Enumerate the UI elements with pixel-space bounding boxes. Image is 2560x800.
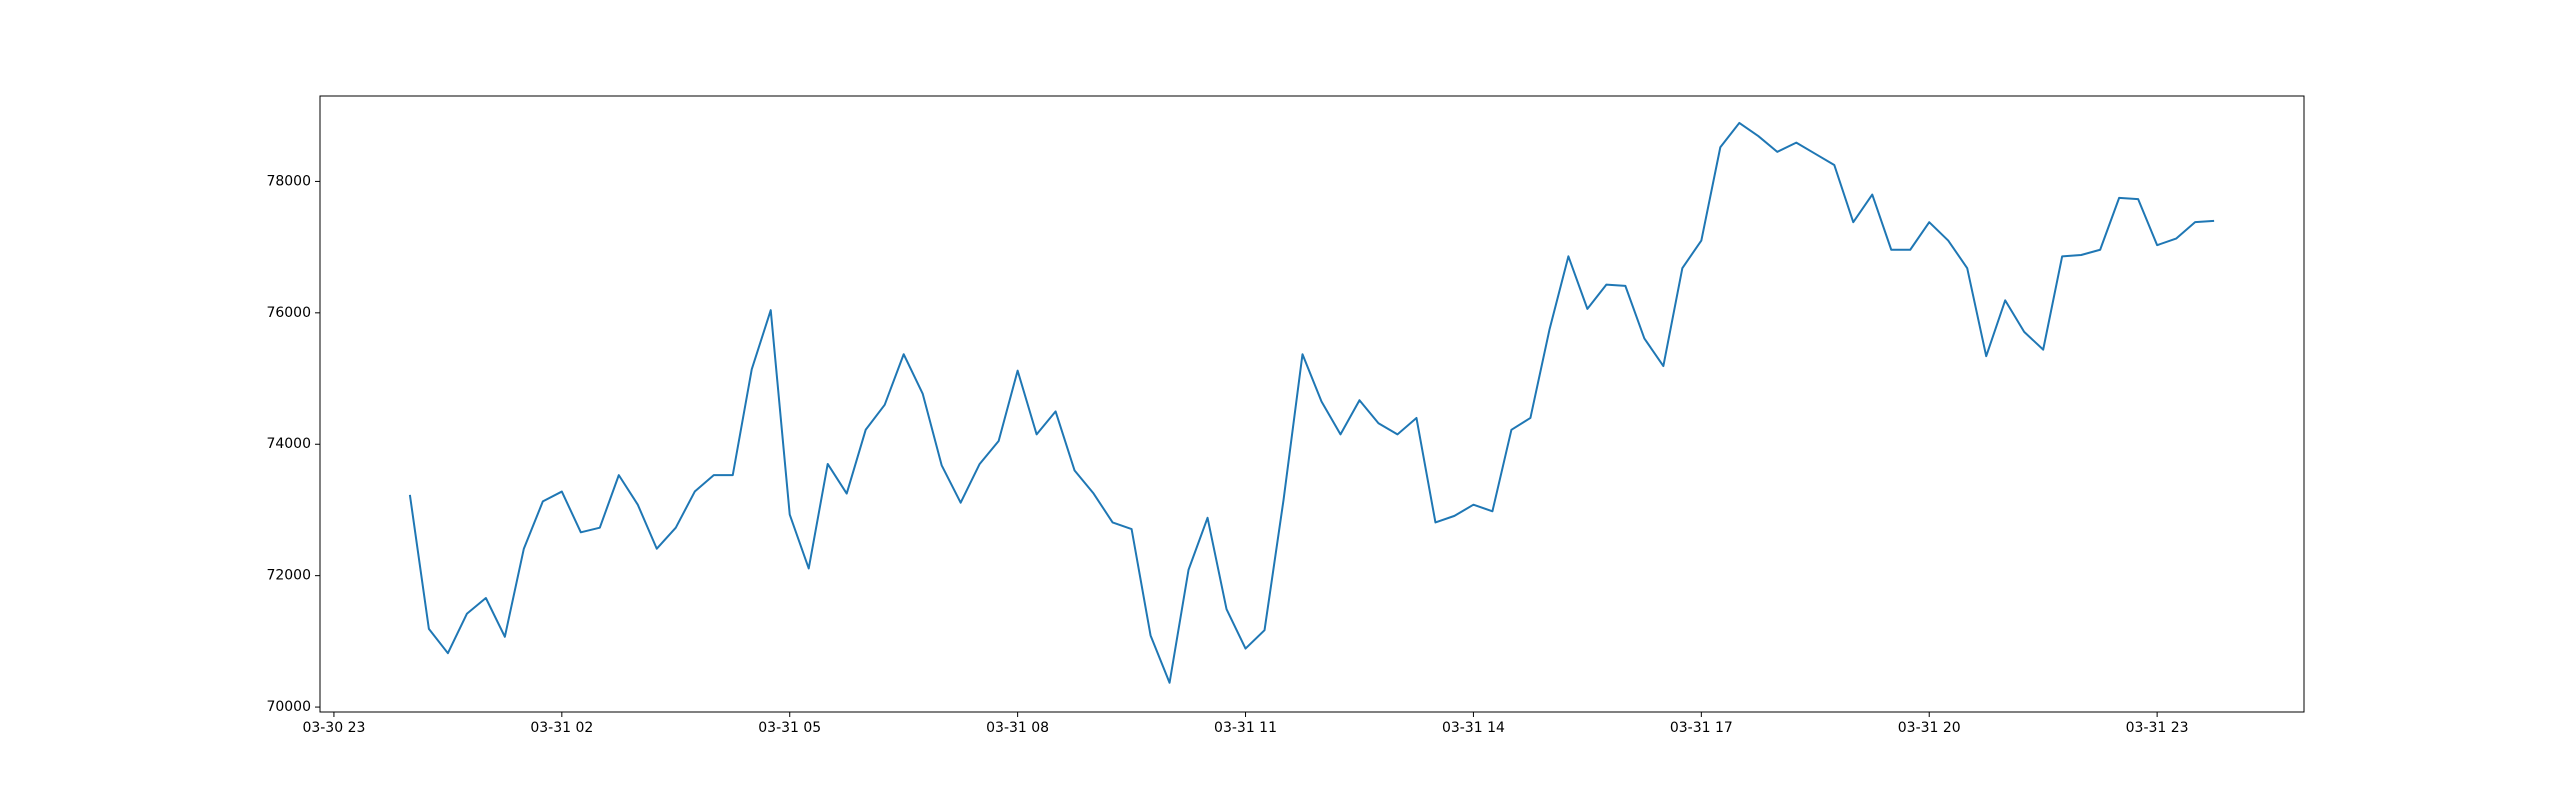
x-tick-label: 03-31 02: [530, 720, 593, 736]
x-tick-label: 03-31 11: [1214, 720, 1277, 736]
x-tick-label: 03-31 05: [758, 720, 821, 736]
y-tick-label: 74000: [266, 436, 311, 452]
y-tick-label: 76000: [266, 305, 311, 321]
y-tick-label: 70000: [266, 699, 311, 715]
y-tick-label: 78000: [266, 173, 311, 189]
x-tick-label: 03-31 20: [1898, 720, 1961, 736]
x-tick-label: 03-30 23: [302, 720, 365, 736]
x-tick-label: 03-31 23: [2126, 720, 2189, 736]
x-tick-label: 03-31 08: [986, 720, 1049, 736]
y-tick-label: 72000: [266, 568, 311, 584]
plot-frame: [319, 95, 2305, 713]
data-line: [408, 121, 2215, 684]
x-tick-label: 03-31 14: [1442, 720, 1505, 736]
x-tick-label: 03-31 17: [1670, 720, 1733, 736]
